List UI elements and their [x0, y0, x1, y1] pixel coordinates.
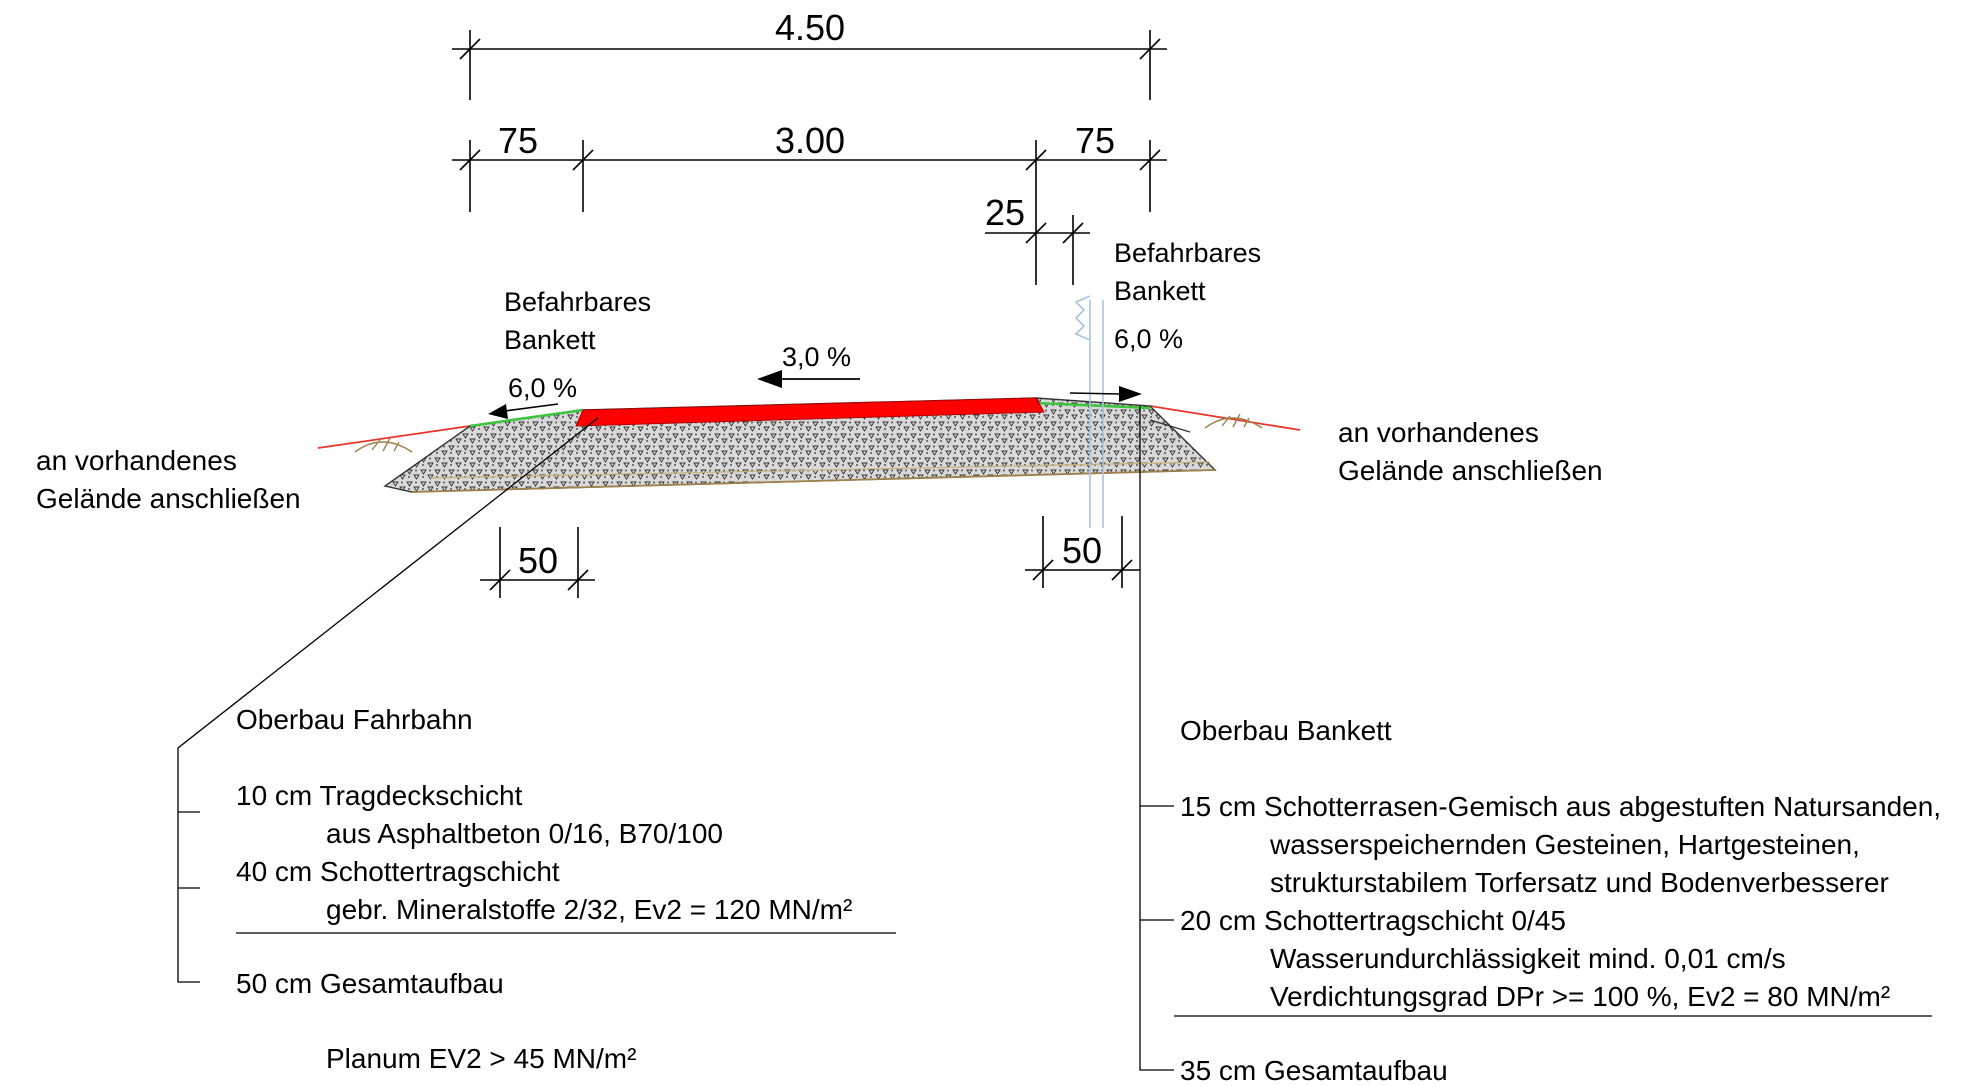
dim-right-shoulder-text: 75 [1075, 120, 1115, 161]
dim-left-base-text: 50 [518, 540, 558, 581]
fahrbahn-layer1-head: 10 cm Tragdeckschicht [236, 780, 523, 811]
fahrbahn-layer1-detail: aus Asphaltbeton 0/16, B70/100 [326, 818, 723, 849]
dim-carriageway-text: 3.00 [775, 120, 845, 161]
fahrbahn-layer2-detail: gebr. Mineralstoffe 2/32, Ev2 = 120 MN/m… [326, 894, 852, 925]
right-shoulder-title-1: Befahrbares [1114, 238, 1261, 268]
fahrbahn-layer2-head: 40 cm Schottertragschicht [236, 856, 560, 887]
dim-left-shoulder-text: 75 [498, 120, 538, 161]
bankett-total: 35 cm Gesamtaufbau [1180, 1055, 1448, 1086]
dim-offset-text: 25 [985, 192, 1025, 233]
dim-right-base-text: 50 [1062, 530, 1102, 571]
bankett-layer1-head: 15 cm Schotterrasen-Gemisch aus abgestuf… [1180, 791, 1941, 822]
left-terrain-note-1: an vorhandenes [36, 445, 237, 476]
left-shoulder-title-1: Befahrbares [504, 287, 651, 317]
bankett-title: Oberbau Bankett [1180, 715, 1392, 746]
bankett-layer2-detail-1: Wasserundurchlässigkeit mind. 0,01 cm/s [1270, 943, 1786, 974]
slope-arrow-right [1070, 386, 1142, 402]
left-shoulder-slope: 6,0 % [508, 373, 577, 403]
bankett-layer1-detail-1: wasserspeichernden Gesteinen, Hartgestei… [1269, 829, 1860, 860]
right-shoulder-slope: 6,0 % [1114, 324, 1183, 354]
fahrbahn-total: 50 cm Gesamtaufbau [236, 968, 504, 999]
dim-total-text: 4.50 [775, 7, 845, 48]
left-terrain-note-2: Gelände anschließen [36, 483, 301, 514]
right-terrain-note-1: an vorhandenes [1338, 417, 1539, 448]
fahrbahn-planum: Planum EV2 > 45 MN/m² [326, 1043, 636, 1074]
bankett-layer2-head: 20 cm Schottertragschicht 0/45 [1180, 905, 1566, 936]
ground-hatch-left [355, 438, 412, 452]
bankett-layer1-detail-2: strukturstabilem Torfersatz und Bodenver… [1270, 867, 1889, 898]
carriageway-slope: 3,0 % [782, 342, 851, 372]
bankett-layer2-detail-2: Verdichtungsgrad DPr >= 100 %, Ev2 = 80 … [1270, 981, 1890, 1012]
fahrbahn-title: Oberbau Fahrbahn [236, 704, 473, 735]
slope-arrow-carriageway [757, 370, 860, 388]
right-shoulder-title-2: Bankett [1114, 276, 1206, 306]
right-terrain-note-2: Gelände anschließen [1338, 455, 1603, 486]
left-shoulder-title-2: Bankett [504, 325, 596, 355]
